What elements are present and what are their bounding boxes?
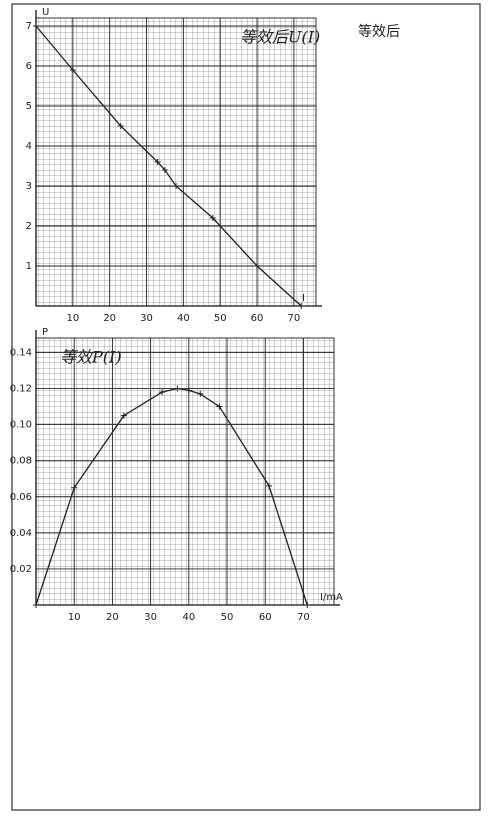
y-tick-label: 2: [26, 221, 32, 232]
y-tick-label: 0.08: [10, 456, 32, 467]
x-tick-label: 10: [68, 612, 81, 623]
y-axis-label: P: [42, 327, 48, 338]
y-tick-label: 0.02: [10, 564, 32, 575]
x-tick-label: 20: [106, 612, 119, 623]
data-point: [69, 67, 76, 73]
x-tick-label: 30: [144, 612, 157, 623]
y-tick-label: 5: [26, 101, 32, 112]
data-point: [120, 412, 127, 419]
x-tick-label: 20: [103, 313, 116, 324]
y-tick-label: 4: [26, 141, 32, 152]
x-tick-label: 70: [288, 313, 301, 324]
x-tick-label: 40: [182, 612, 195, 623]
x-tick-label: 60: [259, 612, 272, 623]
y-tick-label: 0.14: [10, 347, 32, 358]
data-point: [161, 167, 168, 173]
data-point: [173, 183, 179, 189]
grid-paper: [35, 17, 317, 307]
chart-title: 等效P(I): [60, 348, 122, 367]
data-point: [266, 482, 273, 489]
paper-frame: [11, 3, 481, 811]
data-point: [197, 390, 204, 397]
data-point: [185, 387, 192, 394]
data-point: [117, 123, 124, 129]
x-tick-label: 50: [221, 612, 234, 623]
y-tick-label: 0.04: [10, 528, 32, 539]
x-tick-label: 40: [177, 313, 190, 324]
x-tick-label: 60: [251, 313, 264, 324]
y-tick-label: 3: [26, 181, 32, 192]
page-note: 等效后: [358, 23, 400, 40]
data-point: [216, 403, 223, 410]
data-point: [298, 303, 305, 309]
y-tick-label: 0.10: [10, 420, 32, 431]
x-tick-label: 10: [66, 313, 79, 324]
data-line: [35, 387, 308, 606]
chart-title: 等效后U(I): [240, 28, 320, 47]
data-point: [209, 215, 216, 221]
y-tick-label: 0.06: [10, 492, 32, 503]
y-tick-label: 6: [26, 61, 32, 72]
y-tick-label: 1: [26, 261, 32, 272]
x-tick-label: 30: [140, 313, 153, 324]
data-point: [174, 385, 181, 392]
data-point: [154, 159, 161, 165]
y-tick-label: 0.12: [10, 384, 32, 395]
x-axis-label: I: [302, 293, 305, 304]
y-axis-label: U: [42, 7, 49, 18]
data-point: [159, 389, 166, 396]
data-point: [33, 602, 39, 608]
y-tick-label: 7: [26, 21, 32, 32]
x-tick-label: 70: [297, 612, 310, 623]
data-point: [71, 484, 78, 491]
x-axis-label: I/mA: [320, 592, 343, 603]
x-tick-label: 50: [214, 313, 227, 324]
grid-paper: [35, 337, 335, 606]
data-point: [33, 23, 39, 29]
data-point: [254, 263, 261, 269]
data-point: [304, 602, 311, 608]
